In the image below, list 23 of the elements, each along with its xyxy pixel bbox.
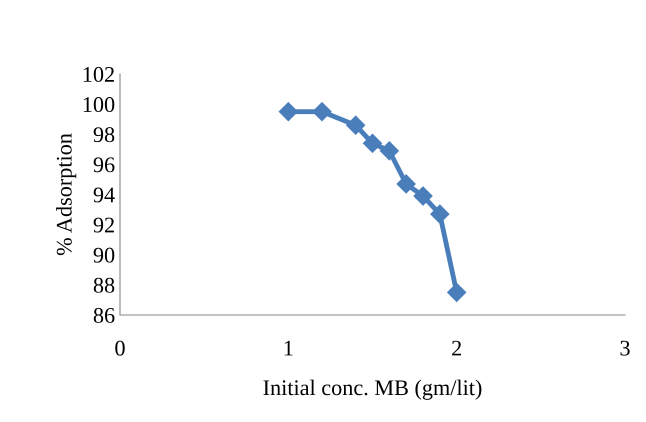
x-tick-label: 1 xyxy=(284,340,293,356)
point xyxy=(346,116,366,135)
x-axis-title: Initial conc. MB (gm/lit) xyxy=(263,380,482,400)
x-tick-label: 2 xyxy=(452,340,461,356)
y-tick-label: 102 xyxy=(84,66,114,82)
point xyxy=(447,282,466,302)
point xyxy=(396,174,416,194)
point xyxy=(362,134,382,153)
y-tick-label: 86 xyxy=(94,308,114,323)
point xyxy=(413,186,433,206)
y-tick-label: 92 xyxy=(94,218,114,233)
point xyxy=(380,141,399,160)
y-tick-label: 88 xyxy=(94,278,114,293)
y-tick-label: 100 xyxy=(84,97,114,112)
x-tick-label: 3 xyxy=(620,340,630,356)
y-tick-label: 98 xyxy=(94,127,114,142)
y-axis-title: % Adsorption xyxy=(56,133,76,256)
point xyxy=(430,204,450,224)
point xyxy=(278,102,298,122)
y-tick-label: 90 xyxy=(94,248,114,263)
y-tick-label: 94 xyxy=(94,187,115,202)
y-tick-label: 96 xyxy=(94,157,114,172)
x-tick-label: 0 xyxy=(115,340,125,356)
